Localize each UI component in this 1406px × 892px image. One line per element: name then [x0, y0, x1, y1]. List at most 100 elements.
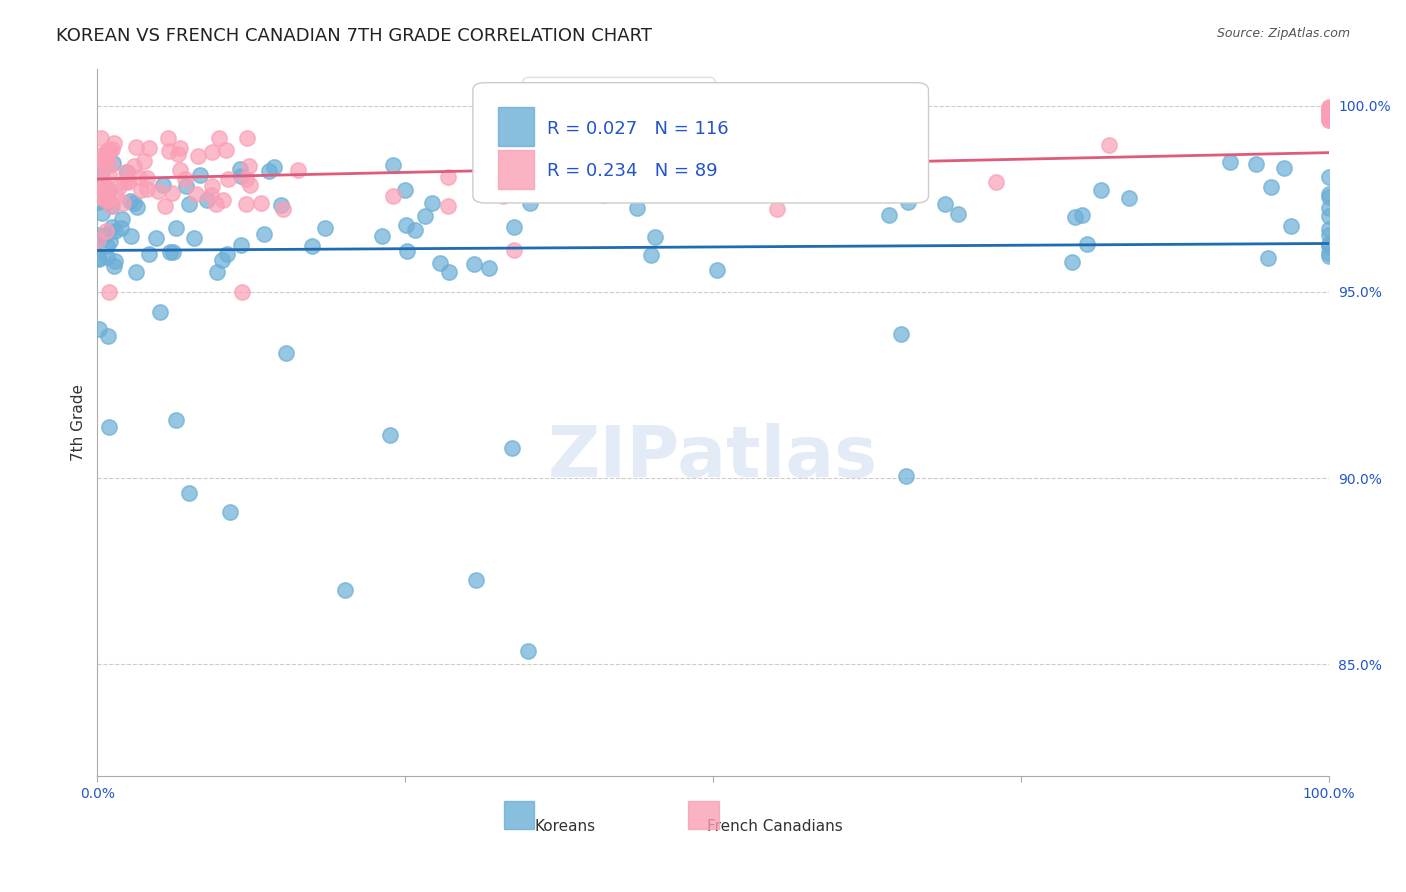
Point — [125, 265, 148, 279]
Point — [87, 322, 110, 336]
Point — [128, 169, 150, 184]
Point — [271, 202, 294, 217]
Text: R = 0.027   N = 116: R = 0.027 N = 116 — [547, 120, 728, 137]
Point — [188, 168, 211, 182]
Point — [97, 194, 120, 209]
Point — [211, 253, 233, 268]
Point — [89, 252, 111, 267]
Point — [200, 187, 222, 202]
Point — [235, 172, 257, 186]
Point — [183, 231, 205, 245]
Point — [370, 229, 392, 244]
Point — [404, 223, 426, 237]
Point — [986, 175, 1008, 189]
Point — [644, 230, 666, 244]
Point — [270, 198, 292, 212]
Point — [333, 582, 356, 597]
Point — [478, 260, 501, 275]
Point — [104, 224, 127, 238]
Point — [195, 193, 218, 207]
Point — [1317, 100, 1340, 114]
Point — [93, 227, 115, 242]
Point — [1317, 109, 1340, 123]
Point — [1317, 105, 1340, 120]
Point — [229, 162, 252, 177]
Point — [136, 182, 159, 196]
Point — [132, 153, 155, 168]
Point — [1317, 113, 1340, 128]
Point — [413, 209, 436, 223]
Point — [503, 219, 526, 234]
Point — [437, 265, 460, 279]
Point — [98, 285, 121, 299]
Point — [1317, 186, 1340, 201]
Point — [101, 219, 124, 234]
Point — [117, 174, 139, 188]
Point — [153, 199, 176, 213]
Point — [501, 441, 523, 455]
Point — [120, 194, 142, 208]
Point — [117, 164, 139, 178]
Point — [149, 305, 172, 319]
Point — [138, 247, 160, 261]
Point — [1317, 201, 1340, 215]
Point — [122, 159, 145, 173]
Point — [1317, 105, 1340, 120]
Point — [1257, 251, 1279, 265]
Point — [704, 178, 727, 193]
Point — [463, 257, 485, 271]
Point — [890, 326, 912, 341]
Point — [89, 233, 111, 247]
Point — [208, 131, 231, 145]
Point — [100, 199, 122, 213]
Point — [100, 199, 122, 213]
Point — [395, 219, 418, 233]
Point — [98, 158, 121, 172]
Point — [112, 175, 135, 189]
Text: KOREAN VS FRENCH CANADIAN 7TH GRADE CORRELATION CHART: KOREAN VS FRENCH CANADIAN 7TH GRADE CORR… — [56, 27, 652, 45]
Point — [215, 144, 238, 158]
Point — [1244, 157, 1267, 171]
Point — [184, 187, 207, 202]
FancyBboxPatch shape — [472, 83, 928, 203]
Point — [201, 179, 224, 194]
Point — [87, 194, 110, 209]
Point — [205, 197, 228, 211]
Point — [1317, 110, 1340, 124]
Text: Source: ZipAtlas.com: Source: ZipAtlas.com — [1216, 27, 1350, 40]
Point — [1317, 227, 1340, 242]
Point — [274, 346, 297, 360]
Point — [122, 196, 145, 211]
Text: French Canadians: French Canadians — [707, 819, 842, 834]
Point — [98, 234, 121, 248]
Point — [146, 184, 169, 198]
Point — [503, 244, 526, 258]
Point — [174, 171, 197, 186]
Point — [877, 208, 900, 222]
Point — [129, 183, 152, 197]
Point — [897, 194, 920, 209]
Point — [89, 148, 111, 162]
Point — [1063, 210, 1085, 224]
Point — [1118, 191, 1140, 205]
Point — [145, 231, 167, 245]
Point — [516, 643, 538, 657]
Point — [249, 195, 271, 210]
Point — [686, 177, 709, 191]
Point — [1272, 161, 1295, 175]
Point — [98, 193, 121, 207]
Point — [111, 211, 134, 226]
Point — [90, 162, 112, 177]
Point — [263, 161, 285, 175]
Point — [231, 238, 253, 252]
Point — [101, 156, 124, 170]
Point — [314, 221, 336, 235]
Point — [1098, 138, 1121, 153]
Point — [87, 233, 110, 247]
Point — [420, 195, 443, 210]
Bar — [498, 150, 534, 189]
Point — [257, 164, 280, 178]
Point — [231, 285, 253, 299]
Point — [1317, 189, 1340, 203]
Point — [1317, 222, 1340, 236]
